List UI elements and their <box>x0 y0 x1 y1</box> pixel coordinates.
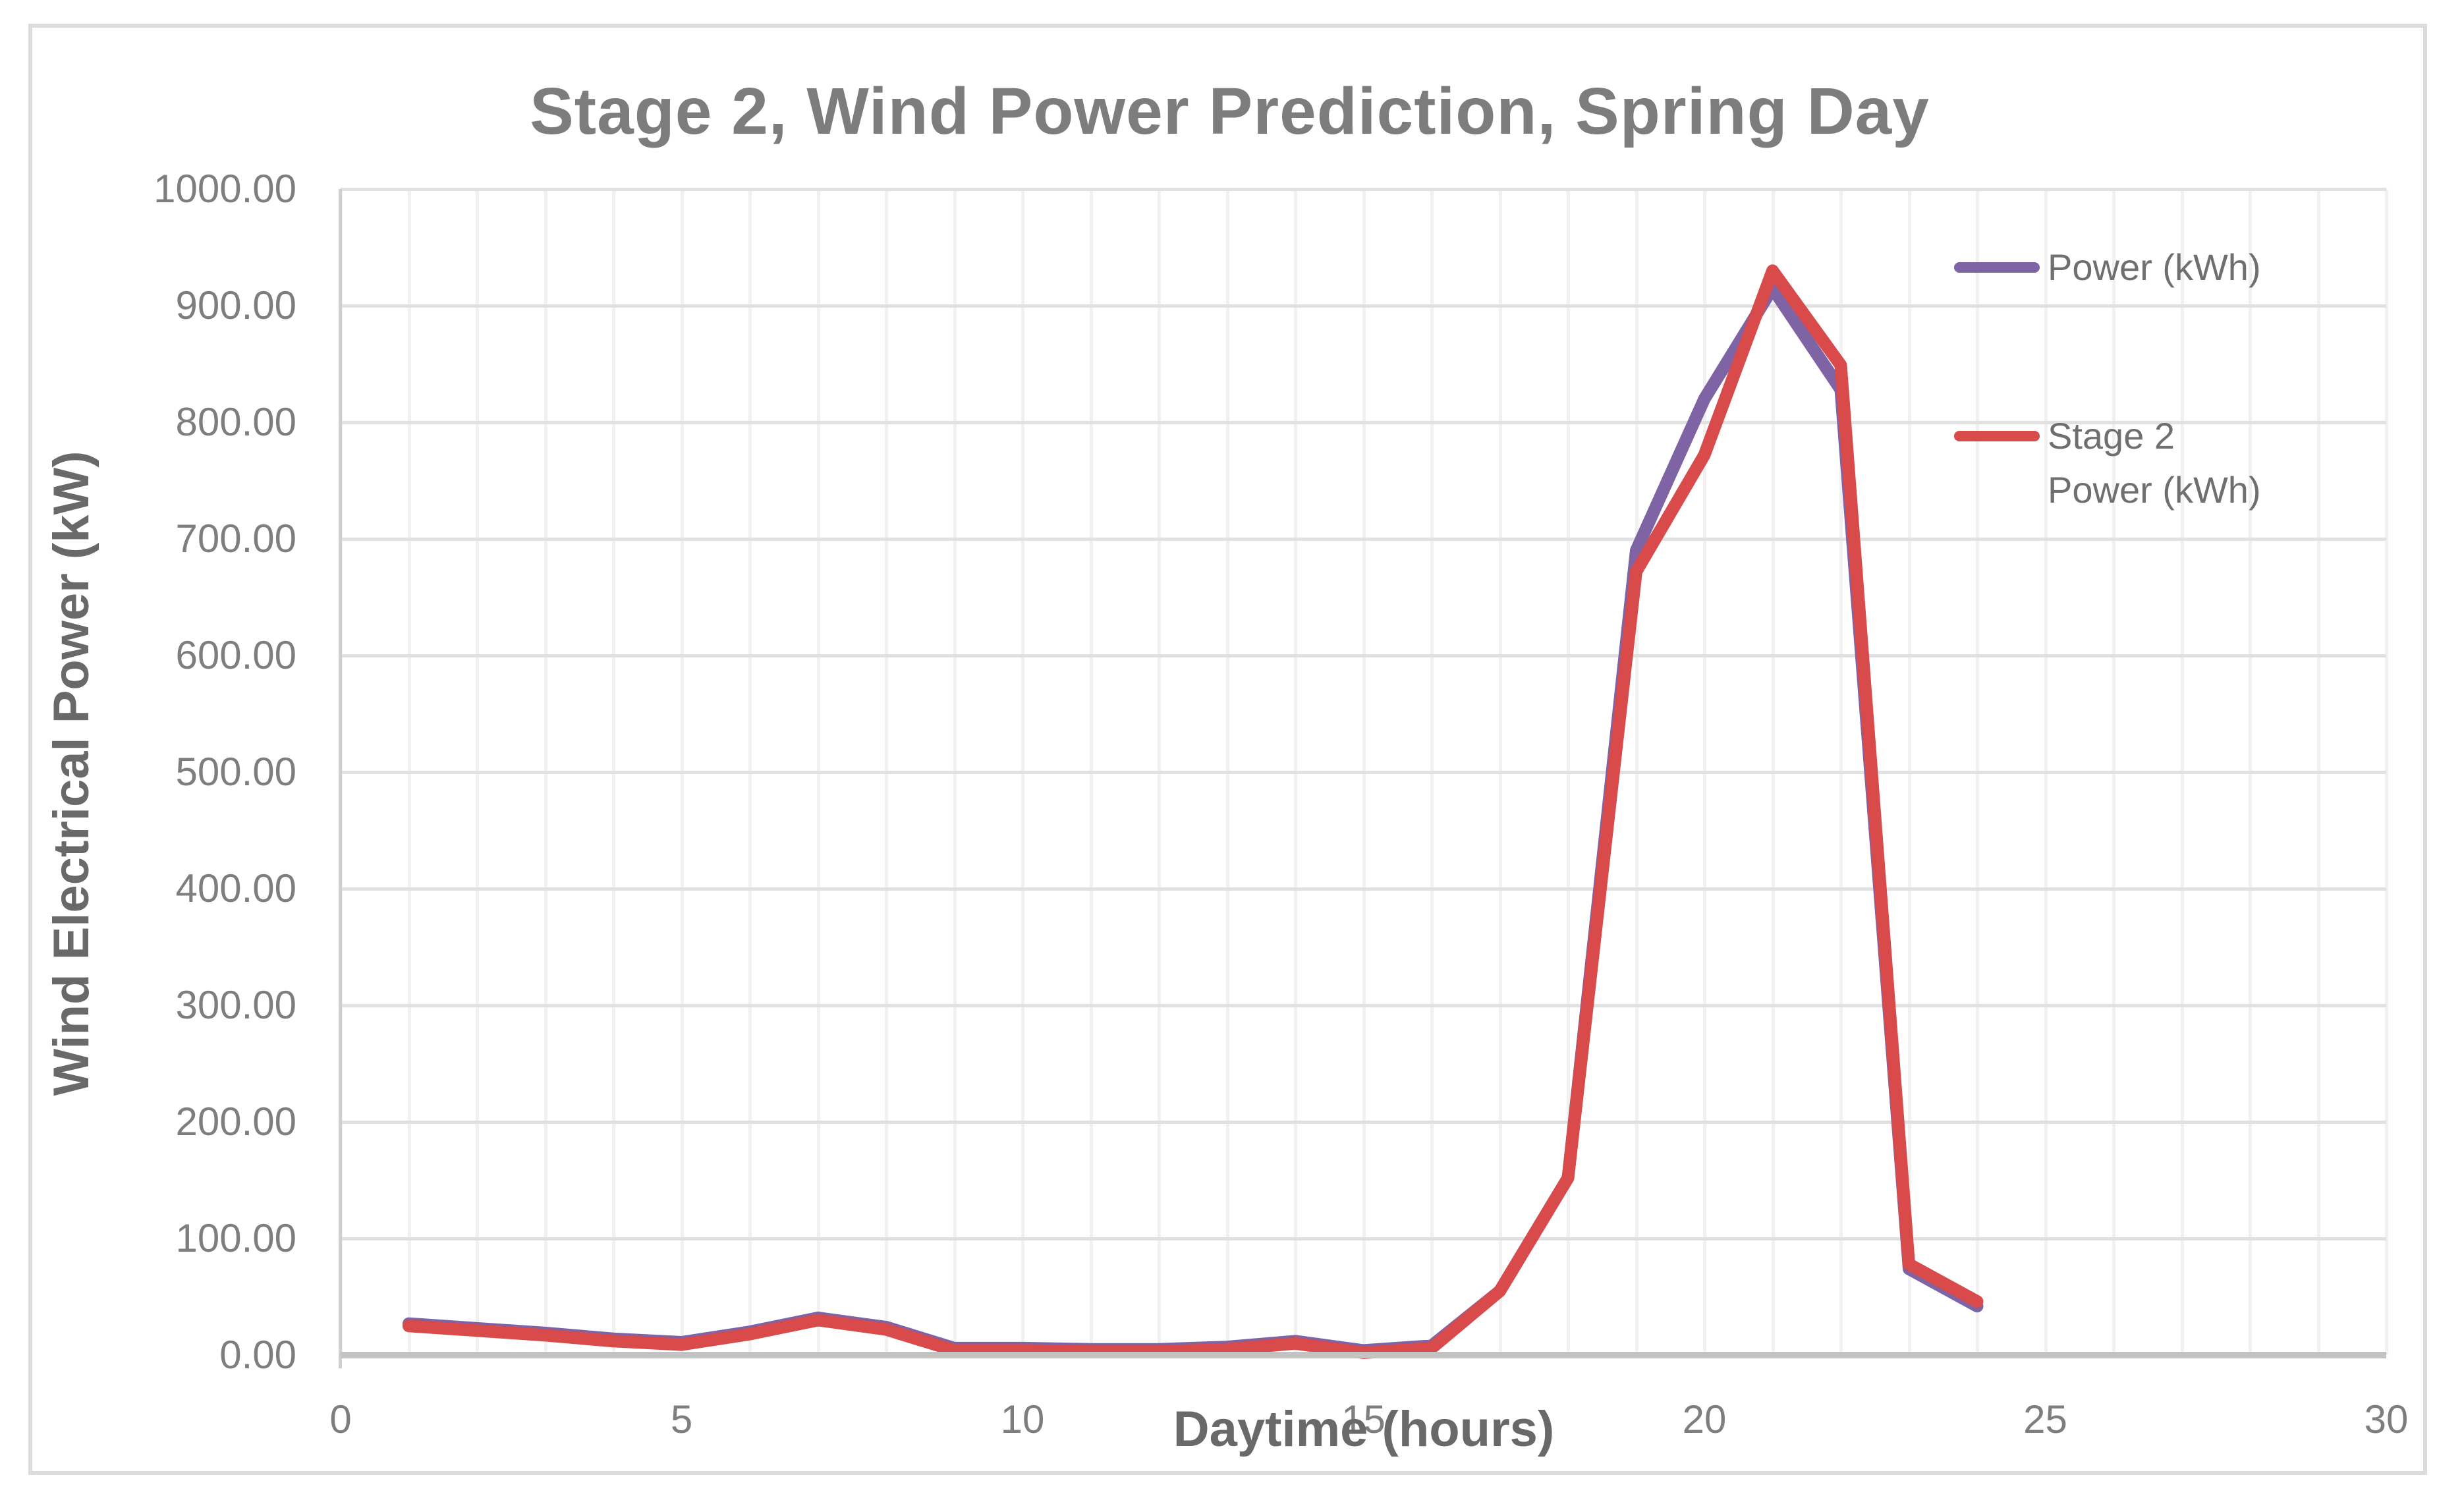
y-tick-label: 300.00 <box>175 983 296 1027</box>
gridline-horizontal <box>341 771 2386 774</box>
x-tick-label: 30 <box>2364 1397 2409 1441</box>
x-axis-title: Daytime (hours) <box>1173 1401 1555 1457</box>
x-tick-label: 10 <box>1000 1397 1045 1441</box>
gridline-horizontal <box>341 304 2386 308</box>
gridline-horizontal <box>341 1237 2386 1240</box>
gridline-horizontal <box>341 654 2386 657</box>
x-axis-line <box>341 1352 2386 1358</box>
y-tick-label: 100.00 <box>175 1216 296 1260</box>
legend-label-stage2-line1: Stage 2 <box>2048 415 2175 457</box>
y-tick-label: 700.00 <box>175 516 296 561</box>
gridline-horizontal <box>341 538 2386 541</box>
series-plot <box>403 264 1984 1359</box>
y-tick-label: 1000.00 <box>154 167 296 211</box>
y-axis-line <box>339 189 342 1368</box>
x-tick-label: 20 <box>1682 1397 1727 1441</box>
y-tick-label: 800.00 <box>175 400 296 444</box>
x-tick-label: 25 <box>2023 1397 2067 1441</box>
y-tick-label: 200.00 <box>175 1100 296 1144</box>
y-tick-label: 400.00 <box>175 866 296 910</box>
plot-area <box>339 188 2388 1359</box>
x-tick-label: 15 <box>1341 1397 1386 1441</box>
y-tick-label: 900.00 <box>175 283 296 327</box>
x-tick-label: 0 <box>329 1397 352 1441</box>
y-tick-label: 500.00 <box>175 750 296 794</box>
gridline-horizontal <box>341 1004 2386 1007</box>
gridline-horizontal <box>341 1121 2386 1124</box>
gridline-horizontal <box>341 887 2386 891</box>
legend-line-swatch-stage2 <box>1954 431 2040 441</box>
gridline-horizontal <box>341 421 2386 424</box>
chart-title: Stage 2, Wind Power Prediction, Spring D… <box>530 74 1930 148</box>
legend-line-swatch-power <box>1954 262 2040 273</box>
y-tick-label: 0.00 <box>219 1333 296 1377</box>
y-tick-label: 600.00 <box>175 633 296 677</box>
series-line-power-kwh- <box>403 282 1984 1357</box>
gridline-vertical <box>2385 189 2388 1355</box>
legend-label-power: Power (kWh) <box>2048 246 2261 288</box>
series-line-stage-2-power-kwh- <box>403 264 1984 1359</box>
legend-label-stage2: Stage 2 Power (kWh) <box>2048 409 2261 517</box>
legend-label-stage2-line2: Power (kWh) <box>2048 469 2261 511</box>
gridline-horizontal <box>341 188 2386 191</box>
x-tick-label: 5 <box>670 1397 693 1441</box>
